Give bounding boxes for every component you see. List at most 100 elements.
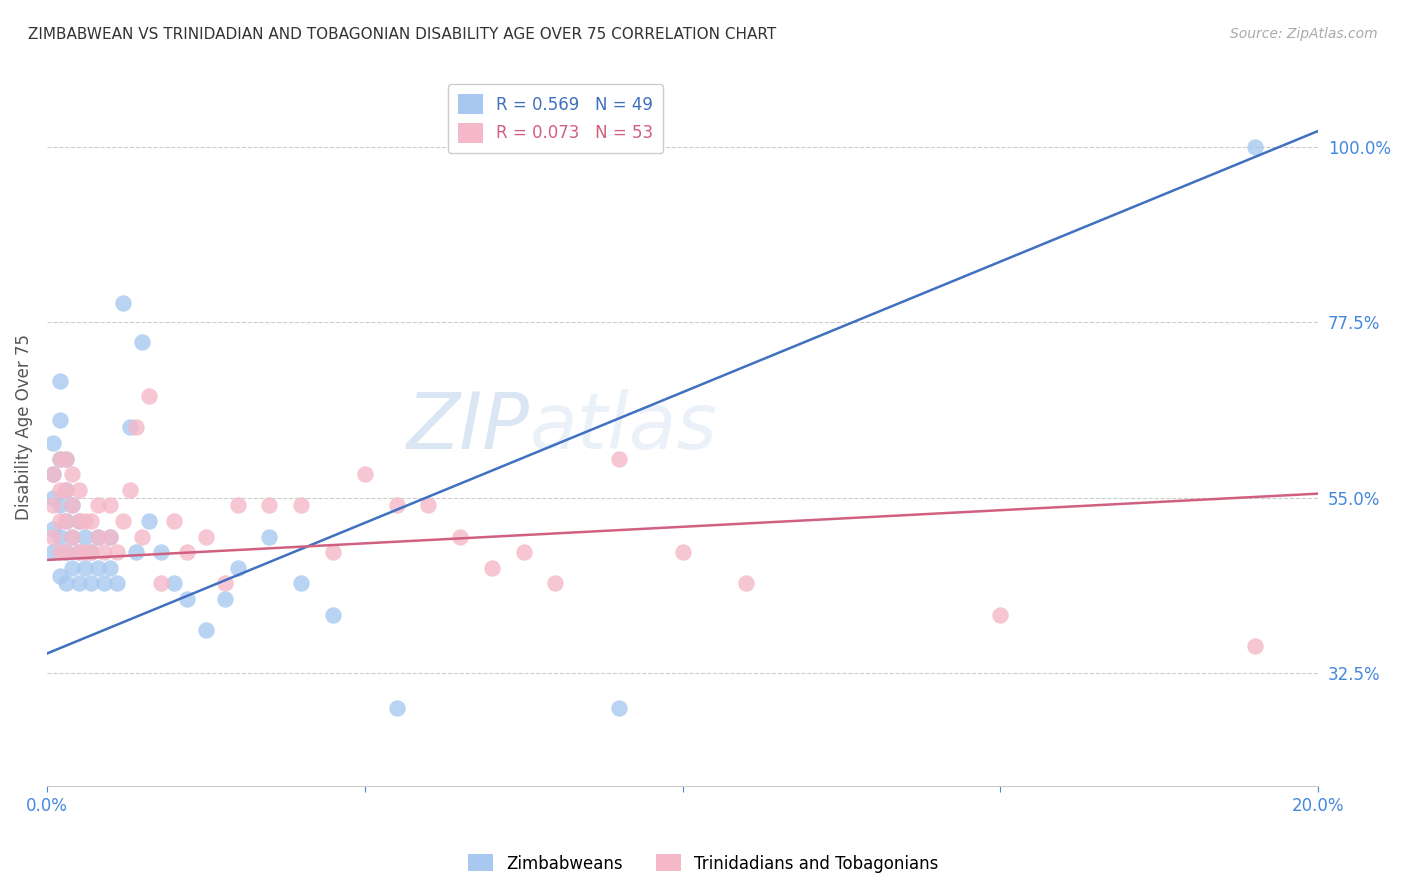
Point (322, 545, 344, 559)
Point (112, 514, 135, 528)
Point (131, 334, 153, 349)
Point (60, 529, 83, 543)
Text: Source: ZipAtlas.com: Source: ZipAtlas.com (1230, 27, 1378, 41)
Point (67, 483, 90, 497)
Point (100, 529, 122, 543)
Point (55, 514, 77, 528)
Legend: R = 0.569   N = 49, R = 0.073   N = 53: R = 0.569 N = 49, R = 0.073 N = 53 (447, 84, 664, 153)
Point (163, 576, 186, 591)
Point (322, 607, 344, 622)
Point (990, 607, 1012, 622)
Point (194, 623, 217, 637)
Point (290, 499, 312, 513)
Point (60, 499, 83, 513)
Point (544, 576, 567, 591)
Point (481, 560, 503, 574)
Point (80, 545, 103, 559)
Point (418, 499, 440, 513)
Point (607, 451, 630, 466)
Point (80, 514, 103, 528)
Point (42, 436, 65, 450)
Point (42, 529, 65, 543)
Point (48, 451, 70, 466)
Point (131, 529, 153, 543)
Point (176, 545, 198, 559)
Point (55, 483, 77, 497)
Point (42, 545, 65, 559)
Point (55, 483, 77, 497)
Point (449, 529, 471, 543)
Point (226, 499, 249, 513)
Point (80, 545, 103, 559)
Point (105, 545, 128, 559)
Point (67, 514, 90, 528)
Point (353, 467, 375, 482)
Point (125, 545, 148, 559)
Point (55, 576, 77, 591)
Point (55, 545, 77, 559)
Point (67, 545, 90, 559)
Point (176, 591, 198, 606)
Point (55, 451, 77, 466)
Point (1243, 139, 1265, 153)
Point (48, 374, 70, 388)
Point (226, 560, 249, 574)
Point (150, 576, 173, 591)
Point (55, 451, 77, 466)
Point (48, 568, 70, 582)
Point (150, 545, 173, 559)
Point (385, 701, 408, 715)
Legend: Zimbabweans, Trinidadians and Tobagonians: Zimbabweans, Trinidadians and Tobagonian… (461, 847, 945, 880)
Point (259, 499, 281, 513)
Point (512, 545, 534, 559)
Point (671, 545, 693, 559)
Point (87, 529, 110, 543)
Point (73, 560, 96, 574)
Point (385, 499, 408, 513)
Point (42, 499, 65, 513)
Point (60, 499, 83, 513)
Point (60, 467, 83, 482)
Point (163, 514, 186, 528)
Point (87, 499, 110, 513)
Point (67, 576, 90, 591)
Point (48, 412, 70, 426)
Point (607, 701, 630, 715)
Point (118, 483, 141, 497)
Point (48, 514, 70, 528)
Point (100, 529, 122, 543)
Point (93, 545, 115, 559)
Point (138, 389, 160, 403)
Point (735, 576, 758, 591)
Point (1243, 639, 1265, 653)
Point (67, 514, 90, 528)
Text: atlas: atlas (530, 389, 718, 466)
Point (290, 576, 312, 591)
Point (105, 576, 128, 591)
Point (214, 576, 236, 591)
Point (55, 545, 77, 559)
Point (87, 529, 110, 543)
Point (118, 420, 141, 434)
Point (60, 529, 83, 543)
Point (73, 545, 96, 559)
Point (138, 514, 160, 528)
Point (55, 514, 77, 528)
Text: ZIP: ZIP (406, 389, 530, 466)
Point (93, 576, 115, 591)
Point (125, 420, 148, 434)
Point (100, 560, 122, 574)
Point (48, 545, 70, 559)
Point (73, 529, 96, 543)
Point (42, 467, 65, 482)
Point (100, 499, 122, 513)
Point (67, 545, 90, 559)
Point (80, 576, 103, 591)
Point (214, 591, 236, 606)
Text: ZIMBABWEAN VS TRINIDADIAN AND TOBAGONIAN DISABILITY AGE OVER 75 CORRELATION CHAR: ZIMBABWEAN VS TRINIDADIAN AND TOBAGONIAN… (28, 27, 776, 42)
Point (112, 295, 135, 310)
Point (48, 451, 70, 466)
Point (48, 483, 70, 497)
Point (48, 499, 70, 513)
Point (87, 560, 110, 574)
